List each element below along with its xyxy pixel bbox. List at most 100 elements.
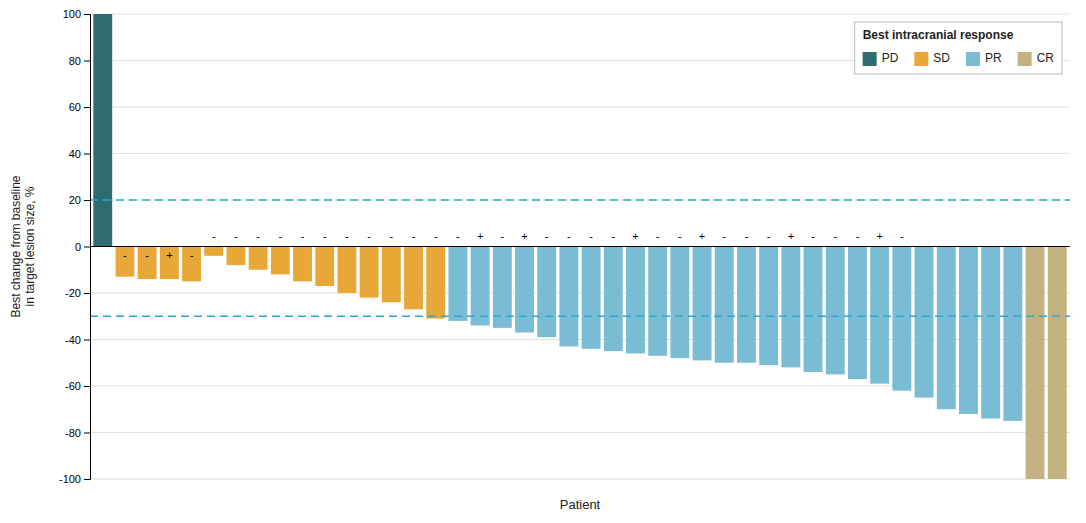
annotation: - — [678, 230, 682, 242]
bar — [182, 247, 201, 282]
bar — [781, 247, 800, 368]
bar — [559, 247, 578, 347]
grid-line — [90, 200, 1070, 201]
y-tick-label: 20 — [69, 194, 81, 206]
annotation: - — [256, 230, 260, 242]
bar — [848, 247, 867, 380]
annotation: + — [166, 249, 172, 261]
y-tick: -80 — [65, 427, 90, 439]
y-tick-label: 60 — [69, 101, 81, 113]
bar — [937, 247, 956, 410]
bar — [804, 247, 823, 373]
legend-label: CR — [1037, 51, 1055, 65]
bar — [160, 247, 179, 280]
reference-line — [90, 316, 1070, 318]
grid-line — [90, 479, 1070, 480]
y-tick-label: 100 — [63, 8, 81, 20]
bar — [892, 247, 911, 391]
annotation: - — [212, 230, 216, 242]
y-tick-mark — [84, 433, 90, 434]
annotation: + — [788, 230, 794, 242]
annotation: - — [656, 230, 660, 242]
bar — [404, 247, 423, 310]
legend-frame — [855, 22, 1062, 74]
annotation: - — [389, 230, 393, 242]
reference-line — [90, 199, 1070, 201]
y-tick: 100 — [63, 8, 90, 20]
y-tick-label: 40 — [69, 148, 81, 160]
bar — [93, 14, 112, 247]
legend-title: Best intracranial response — [863, 28, 1014, 42]
bar — [582, 247, 601, 349]
annotation: - — [611, 230, 615, 242]
annotation: + — [632, 230, 638, 242]
y-tick-mark — [84, 107, 90, 108]
annotation: - — [500, 230, 504, 242]
bar — [138, 247, 157, 280]
x-axis-title: Patient — [560, 497, 601, 512]
y-tick-label: -80 — [65, 427, 81, 439]
annotation: - — [722, 230, 726, 242]
bar — [426, 247, 445, 319]
annotation: - — [856, 230, 860, 242]
y-axis-title-line: Best change from baseline — [9, 175, 23, 317]
bar — [227, 247, 246, 266]
bar — [715, 247, 734, 363]
annotation: - — [745, 230, 749, 242]
annotation: - — [811, 230, 815, 242]
y-tick-mark — [84, 14, 90, 15]
y-tick: 20 — [69, 194, 90, 206]
legend-swatch — [863, 52, 877, 66]
y-tick: -20 — [65, 287, 90, 299]
annotation: - — [301, 230, 305, 242]
y-tick: -60 — [65, 380, 90, 392]
bar — [537, 247, 556, 338]
y-tick: -40 — [65, 334, 90, 346]
annotations: --+-------------+-+----+--+---+---+- — [123, 230, 904, 261]
y-tick-mark — [84, 61, 90, 62]
bar — [293, 247, 312, 282]
y-axis-title: Best change from baselinein target lesio… — [9, 175, 37, 317]
annotation: + — [521, 230, 527, 242]
grid-line — [90, 14, 1070, 15]
bar — [915, 247, 934, 398]
bar — [693, 247, 712, 361]
y-tick-label: 0 — [75, 241, 81, 253]
legend-swatch — [966, 52, 980, 66]
annotation: + — [699, 230, 705, 242]
y-axis-line — [84, 15, 91, 480]
y-tick-mark — [84, 293, 90, 294]
bar — [981, 247, 1000, 419]
grid-line — [90, 246, 1070, 247]
legend-swatch — [1018, 52, 1032, 66]
legend-label: PD — [882, 51, 899, 65]
bar — [204, 247, 223, 256]
bar — [360, 247, 379, 298]
bar — [382, 247, 401, 303]
bar — [648, 247, 667, 356]
annotation: - — [123, 249, 127, 261]
annotation: - — [234, 230, 238, 242]
annotation: - — [545, 230, 549, 242]
bar — [271, 247, 290, 275]
y-tick-label: 80 — [69, 55, 81, 67]
annotation: - — [345, 230, 349, 242]
y-tick: 80 — [69, 55, 90, 67]
annotation: - — [767, 230, 771, 242]
bar — [870, 247, 889, 384]
legend-label: PR — [985, 51, 1002, 65]
grid-line — [90, 153, 1070, 154]
bar — [959, 247, 978, 414]
annotation: - — [589, 230, 593, 242]
annotation: - — [434, 230, 438, 242]
bar — [826, 247, 845, 375]
annotation: + — [876, 230, 882, 242]
annotation: - — [900, 230, 904, 242]
y-tick-label: -20 — [65, 287, 81, 299]
annotation: + — [477, 230, 483, 242]
annotation: - — [833, 230, 837, 242]
y-axis-title-line: in target lesion size, % — [23, 186, 37, 306]
annotation: - — [279, 230, 283, 242]
zero-line — [90, 246, 1070, 247]
bar — [448, 247, 467, 321]
